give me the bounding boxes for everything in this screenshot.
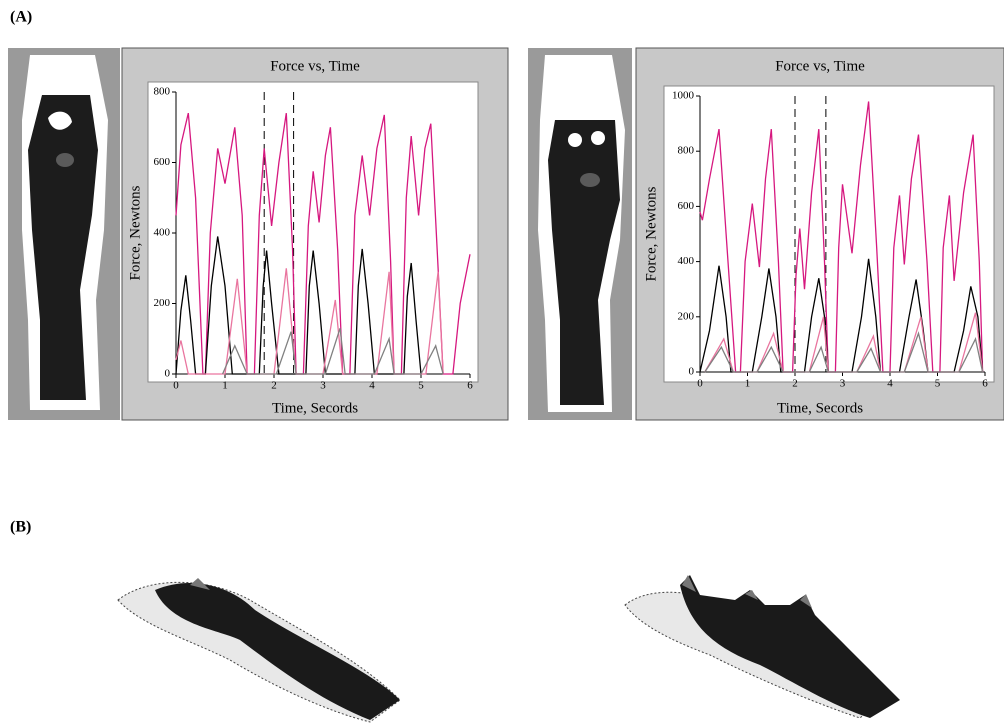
y-tick-label: 200 (154, 297, 171, 309)
y-tick-label: 600 (678, 200, 695, 212)
panel-label: (A) (10, 9, 32, 26)
x-tick-label: 5 (935, 378, 941, 390)
chart-title: Force vs, Time (270, 58, 360, 74)
panel-label: (B) (10, 519, 31, 536)
x-tick-label: 2 (792, 378, 798, 390)
x-tick-label: 1 (222, 380, 228, 392)
y-tick-label: 800 (678, 145, 695, 157)
foot-3d-image (118, 578, 400, 722)
y-tick-label: 400 (678, 255, 695, 267)
y-tick-label: 0 (689, 366, 695, 378)
y-tick-label: 800 (154, 86, 171, 98)
y-axis-label: Force, Newtons (643, 186, 659, 281)
x-tick-label: 4 (887, 378, 893, 390)
x-tick-label: 2 (271, 380, 277, 392)
x-axis-label: Time, Secords (777, 400, 863, 416)
foot-3d-image (625, 575, 900, 718)
x-tick-label: 0 (173, 380, 179, 392)
x-tick-label: 3 (840, 378, 846, 390)
y-tick-label: 600 (154, 156, 171, 168)
chart-title: Force vs, Time (775, 58, 865, 74)
x-tick-label: 6 (467, 380, 473, 392)
foot-image (528, 48, 632, 420)
figure: (A) (B) Force vs, Time Time, Secords Force… (0, 0, 1004, 728)
x-tick-label: 3 (320, 380, 326, 392)
y-axis-label: Force, Newtons (127, 185, 143, 280)
y-tick-label: 0 (165, 368, 171, 380)
foot-image (8, 48, 120, 420)
y-tick-label: 200 (678, 310, 695, 322)
x-axis-label: Time, Secords (272, 400, 358, 416)
y-tick-label: 1000 (672, 90, 695, 102)
x-tick-label: 4 (369, 380, 375, 392)
y-tick-label: 400 (154, 227, 171, 239)
x-tick-label: 6 (982, 378, 988, 390)
x-tick-label: 1 (745, 378, 751, 390)
x-tick-label: 5 (418, 380, 424, 392)
x-tick-label: 0 (697, 378, 703, 390)
